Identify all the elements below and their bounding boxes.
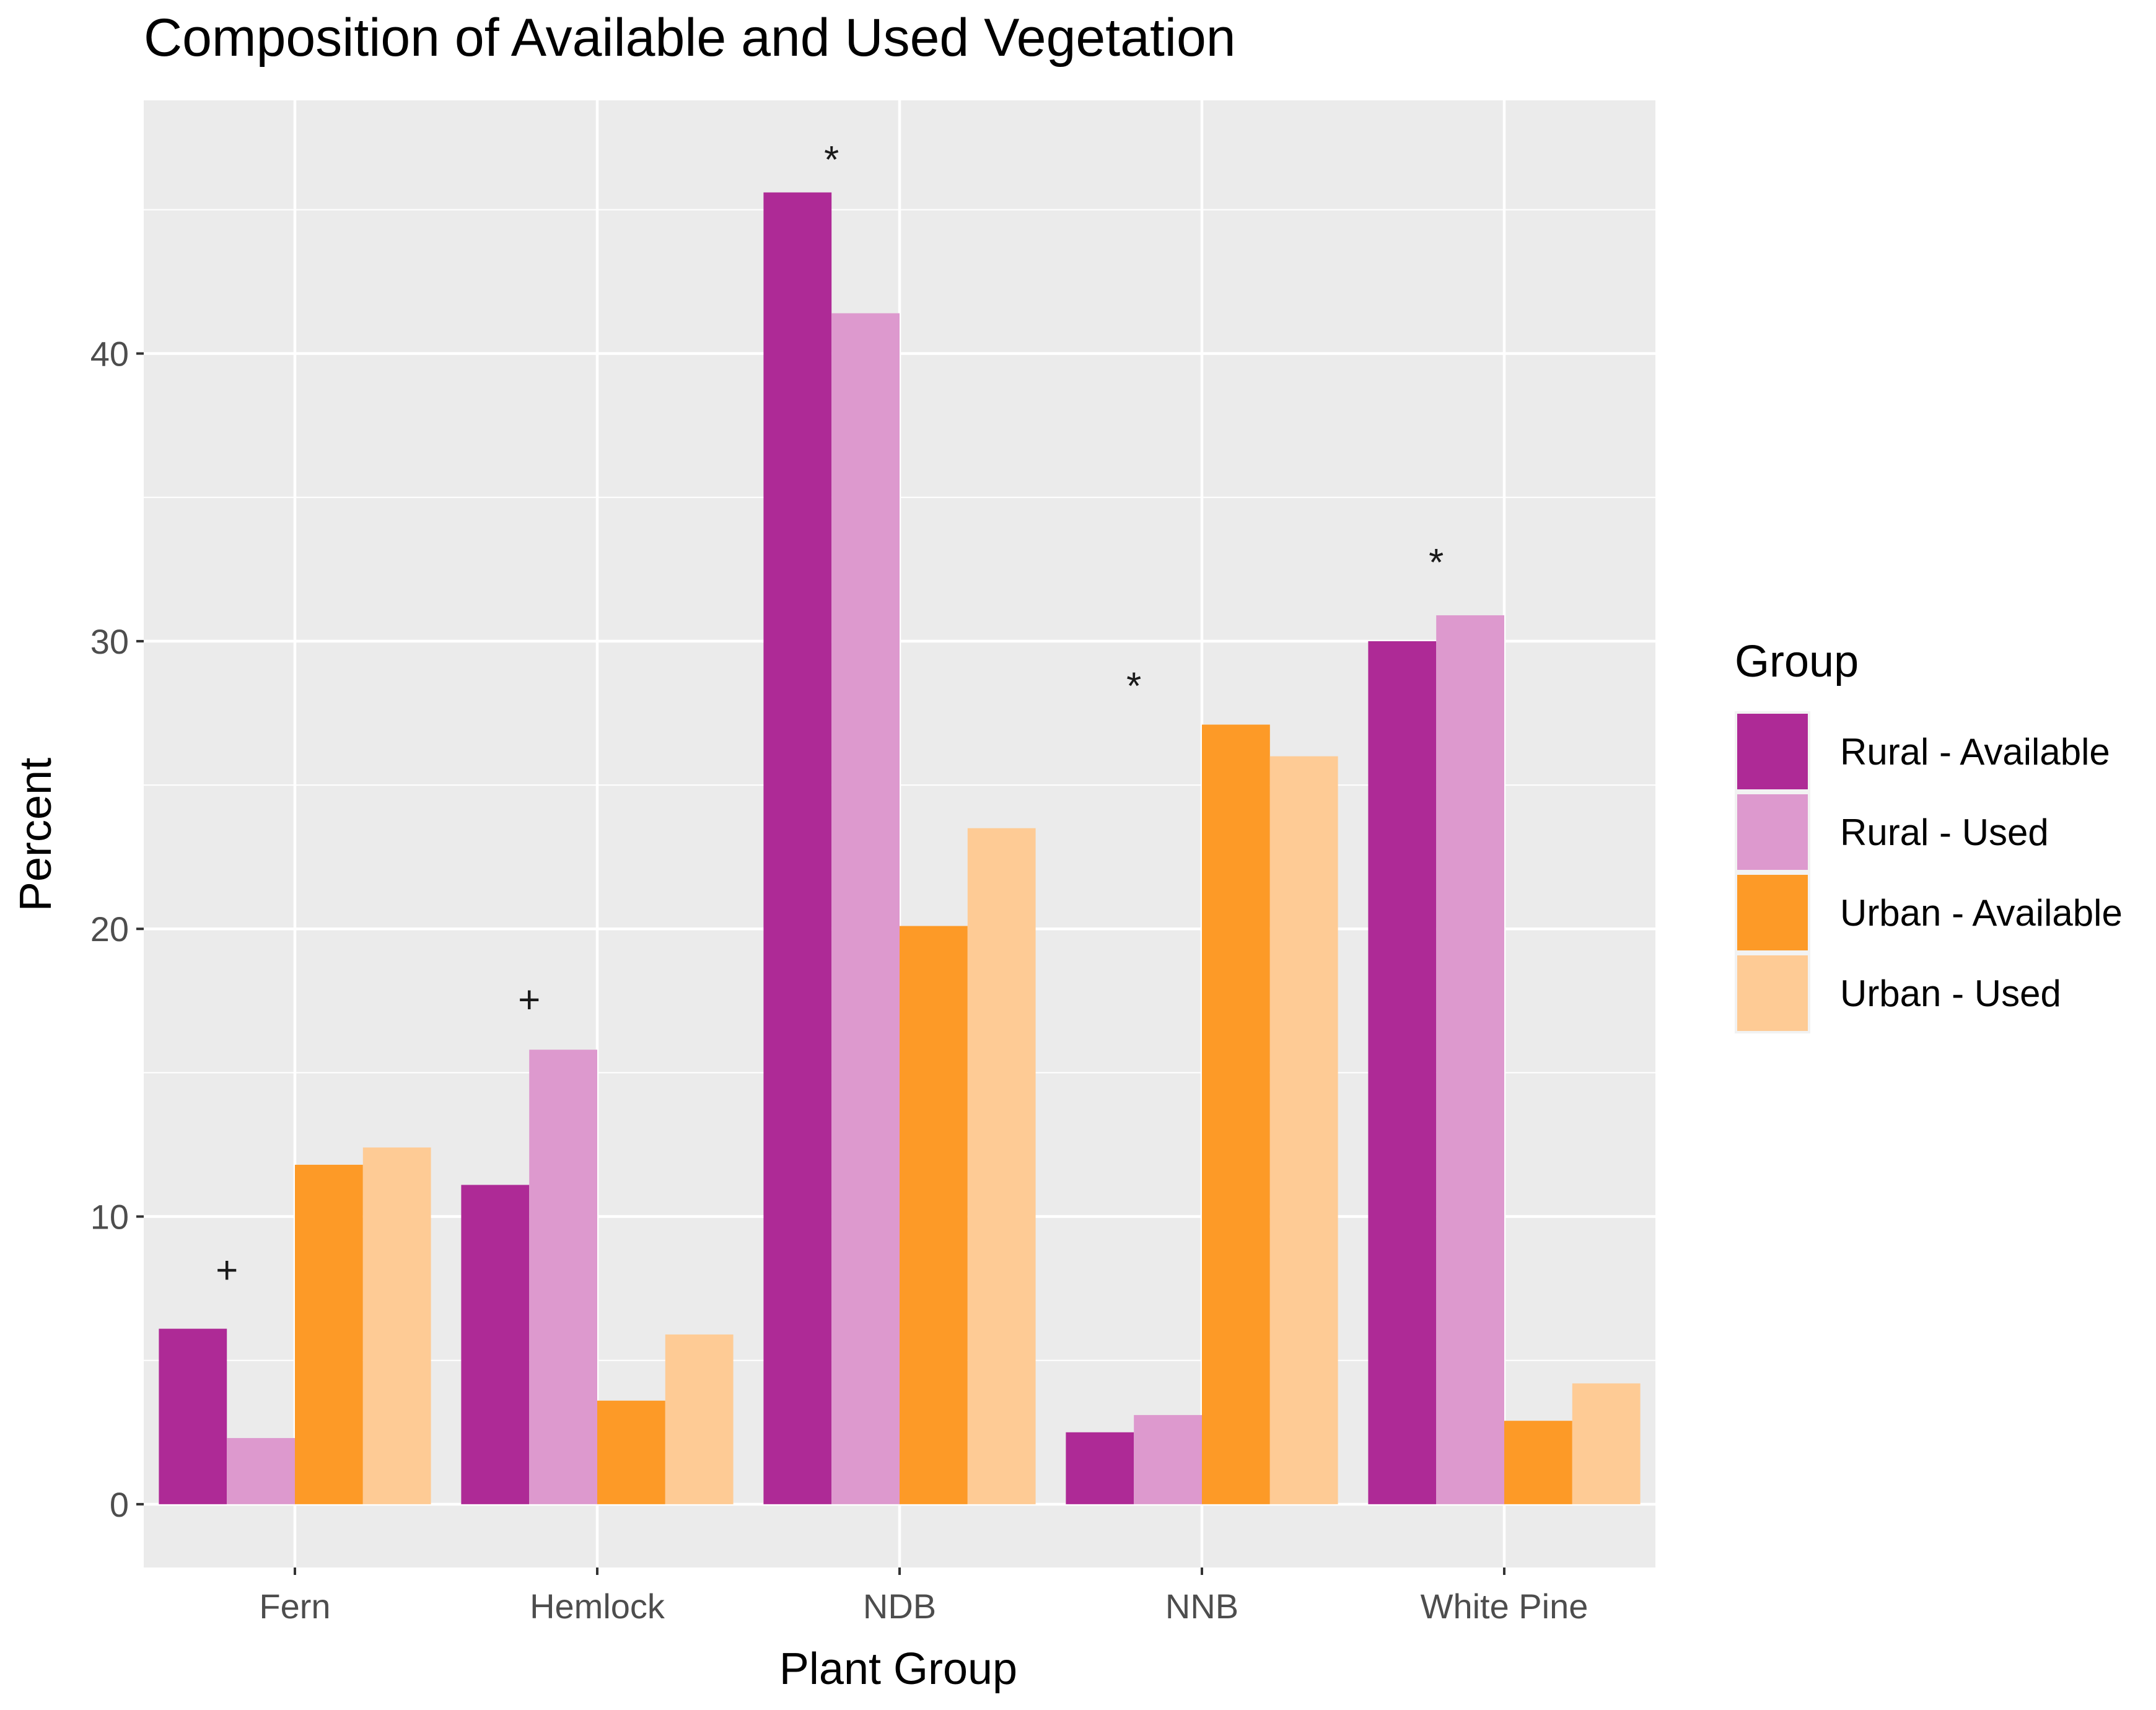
- legend-swatch-rural-available: [1737, 714, 1808, 789]
- x-tick-label: Hemlock: [530, 1587, 665, 1626]
- annotation-ndb: *: [824, 139, 839, 182]
- chart-title: Composition of Available and Used Vegeta…: [144, 8, 1236, 68]
- legend-swatch-urban-used: [1737, 955, 1808, 1031]
- legend-swatch-rural-used: [1737, 794, 1808, 870]
- bar-ndb-rural-used: [831, 313, 900, 1504]
- bar-ndb-rural-available: [763, 192, 832, 1504]
- annotation-fern: +: [216, 1249, 238, 1292]
- bar-nnb-rural-available: [1066, 1432, 1134, 1504]
- y-axis-label: Percent: [11, 758, 61, 911]
- bar-ndb-urban-available: [900, 926, 968, 1504]
- bar-nnb-urban-used: [1269, 756, 1338, 1504]
- bar-fern-rural-used: [227, 1438, 295, 1504]
- bar-ndb-urban-used: [967, 828, 1036, 1504]
- y-tick-label: 30: [90, 622, 129, 661]
- bar-fern-rural-available: [159, 1328, 227, 1504]
- bar-fern-urban-used: [362, 1147, 431, 1504]
- bar-nnb-urban-available: [1202, 724, 1270, 1504]
- y-tick-label: 40: [90, 335, 129, 374]
- x-tick-label: NNB: [1165, 1587, 1238, 1626]
- legend-label-urban-used: Urban - Used: [1840, 973, 2061, 1014]
- bar-hemlock-urban-used: [665, 1334, 734, 1504]
- bar-nnb-rural-used: [1134, 1414, 1202, 1504]
- y-tick-label: 0: [110, 1485, 129, 1524]
- bar-white-pine-rural-used: [1436, 615, 1504, 1504]
- x-tick-label: Fern: [259, 1587, 330, 1626]
- legend-label-rural-used: Rural - Used: [1840, 812, 2049, 853]
- y-tick-label: 20: [90, 910, 129, 949]
- bar-white-pine-urban-available: [1504, 1421, 1572, 1504]
- bar-white-pine-rural-available: [1368, 641, 1437, 1504]
- annotation-nnb: *: [1126, 665, 1141, 708]
- y-tick-label: 10: [90, 1198, 129, 1237]
- bar-hemlock-urban-available: [597, 1400, 665, 1504]
- legend-title: Group: [1735, 637, 1859, 686]
- annotation-white-pine: *: [1429, 542, 1444, 584]
- significance-annotations: + + * * *: [216, 139, 1444, 1292]
- bar-fern-urban-available: [295, 1164, 363, 1504]
- x-tick-label: White Pine: [1421, 1587, 1589, 1626]
- x-axis-label: Plant Group: [779, 1644, 1017, 1694]
- x-tick-label: NDB: [863, 1587, 936, 1626]
- bar-hemlock-rural-available: [461, 1185, 530, 1504]
- annotation-hemlock: +: [518, 979, 540, 1022]
- legend: Group Rural - Available Rural - Used Urban…: [1735, 637, 2123, 1033]
- legend-label-rural-available: Rural - Available: [1840, 731, 2110, 773]
- bars: [159, 192, 1641, 1504]
- x-axis: Fern Hemlock NDB NNB White Pine: [259, 1568, 1588, 1626]
- bar-hemlock-rural-used: [529, 1050, 597, 1504]
- legend-swatch-urban-available: [1737, 875, 1808, 950]
- legend-label-urban-available: Urban - Available: [1840, 892, 2123, 934]
- y-axis: 0 10 20 30 40: [90, 335, 144, 1524]
- bar-white-pine-urban-used: [1572, 1383, 1641, 1504]
